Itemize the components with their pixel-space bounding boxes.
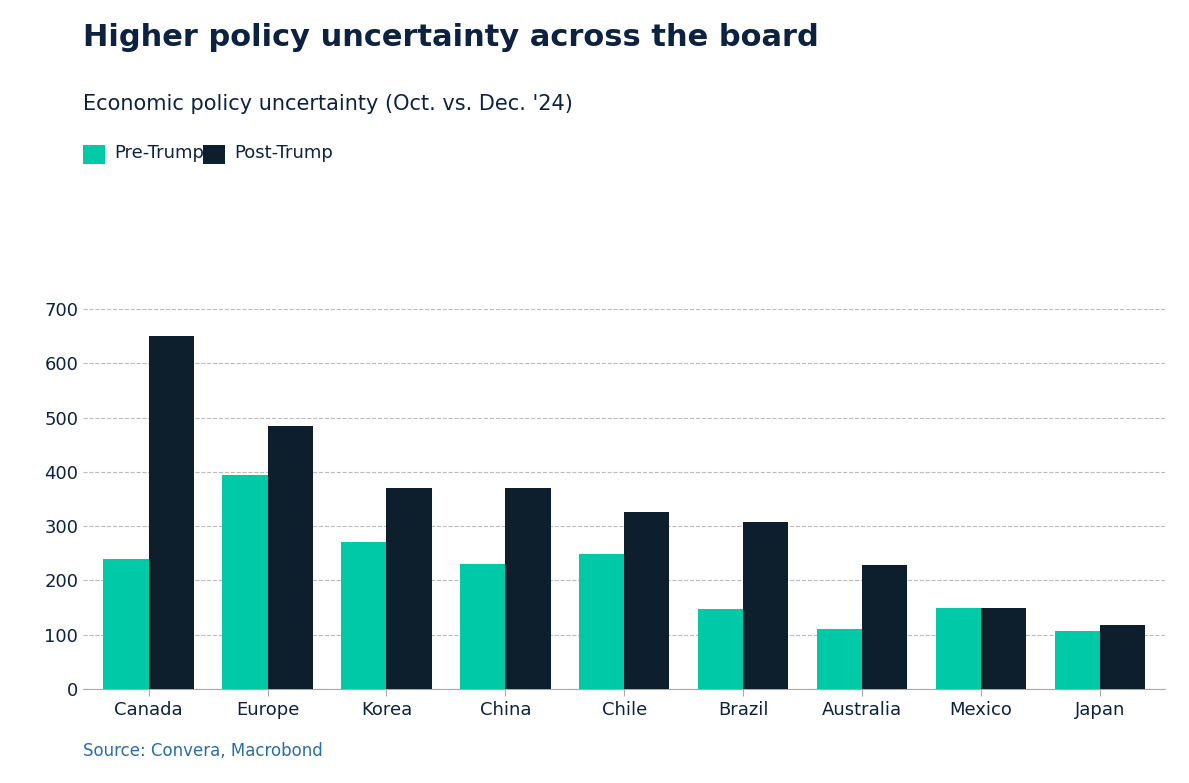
Bar: [460, 565, 505, 689]
Text: Post-Trump: Post-Trump: [234, 144, 333, 161]
Bar: [936, 608, 981, 689]
Bar: [579, 554, 624, 689]
Text: Source: Convera, Macrobond: Source: Convera, Macrobond: [83, 742, 323, 760]
Bar: [624, 511, 669, 689]
Bar: [1055, 631, 1100, 689]
Bar: [149, 336, 194, 689]
Bar: [698, 608, 743, 689]
Text: Pre-Trump: Pre-Trump: [114, 144, 205, 161]
Bar: [505, 488, 551, 689]
Bar: [103, 559, 149, 689]
Bar: [222, 474, 268, 689]
Bar: [817, 630, 862, 689]
Bar: [1100, 625, 1145, 689]
Bar: [386, 488, 432, 689]
Bar: [743, 522, 788, 689]
Text: Economic policy uncertainty (Oct. vs. Dec. '24): Economic policy uncertainty (Oct. vs. De…: [83, 94, 573, 114]
Text: Higher policy uncertainty across the board: Higher policy uncertainty across the boa…: [83, 23, 819, 52]
Bar: [268, 426, 313, 689]
Bar: [862, 565, 907, 689]
Bar: [981, 608, 1026, 689]
Bar: [341, 543, 386, 689]
